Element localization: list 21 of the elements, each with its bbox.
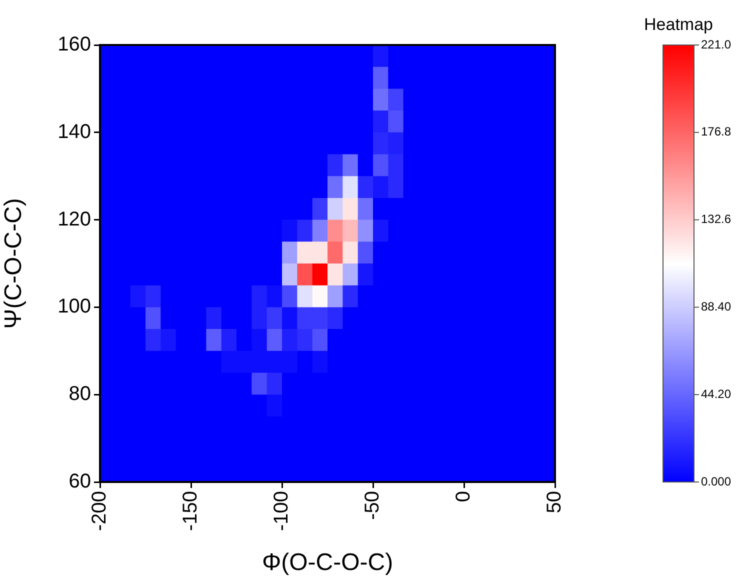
y-tick-label: 100 [58, 296, 91, 318]
x-tick-label: -150 [180, 491, 202, 532]
x-tick-label: -50 [362, 491, 384, 520]
x-tick-label: -100 [270, 491, 293, 532]
y-tick-label: 60 [68, 470, 91, 493]
color-bar-label: 176.8 [701, 124, 732, 139]
x-tick-label: -200 [88, 491, 111, 532]
x-tick-label: 50 [544, 491, 566, 514]
color-bar-label: 221.0 [701, 37, 732, 52]
color-bar-label: 0.000 [701, 474, 732, 488]
y-tick-label: 80 [68, 383, 91, 406]
y-axis-title: Ψ(C-O-C-C) [0, 198, 28, 329]
color-bar-label: 88.40 [701, 300, 732, 314]
color-bar-label: 44.20 [701, 386, 732, 401]
color-bar-label: 132.6 [701, 212, 732, 226]
color-bar-title: Heatmap [644, 15, 713, 34]
y-tick-label: 140 [58, 120, 91, 143]
x-tick-label: 0 [452, 491, 475, 502]
x-axis-title: Φ(O-C-O-C) [262, 549, 394, 576]
y-tick-label: 160 [58, 34, 91, 56]
y-tick-label: 120 [58, 208, 91, 230]
